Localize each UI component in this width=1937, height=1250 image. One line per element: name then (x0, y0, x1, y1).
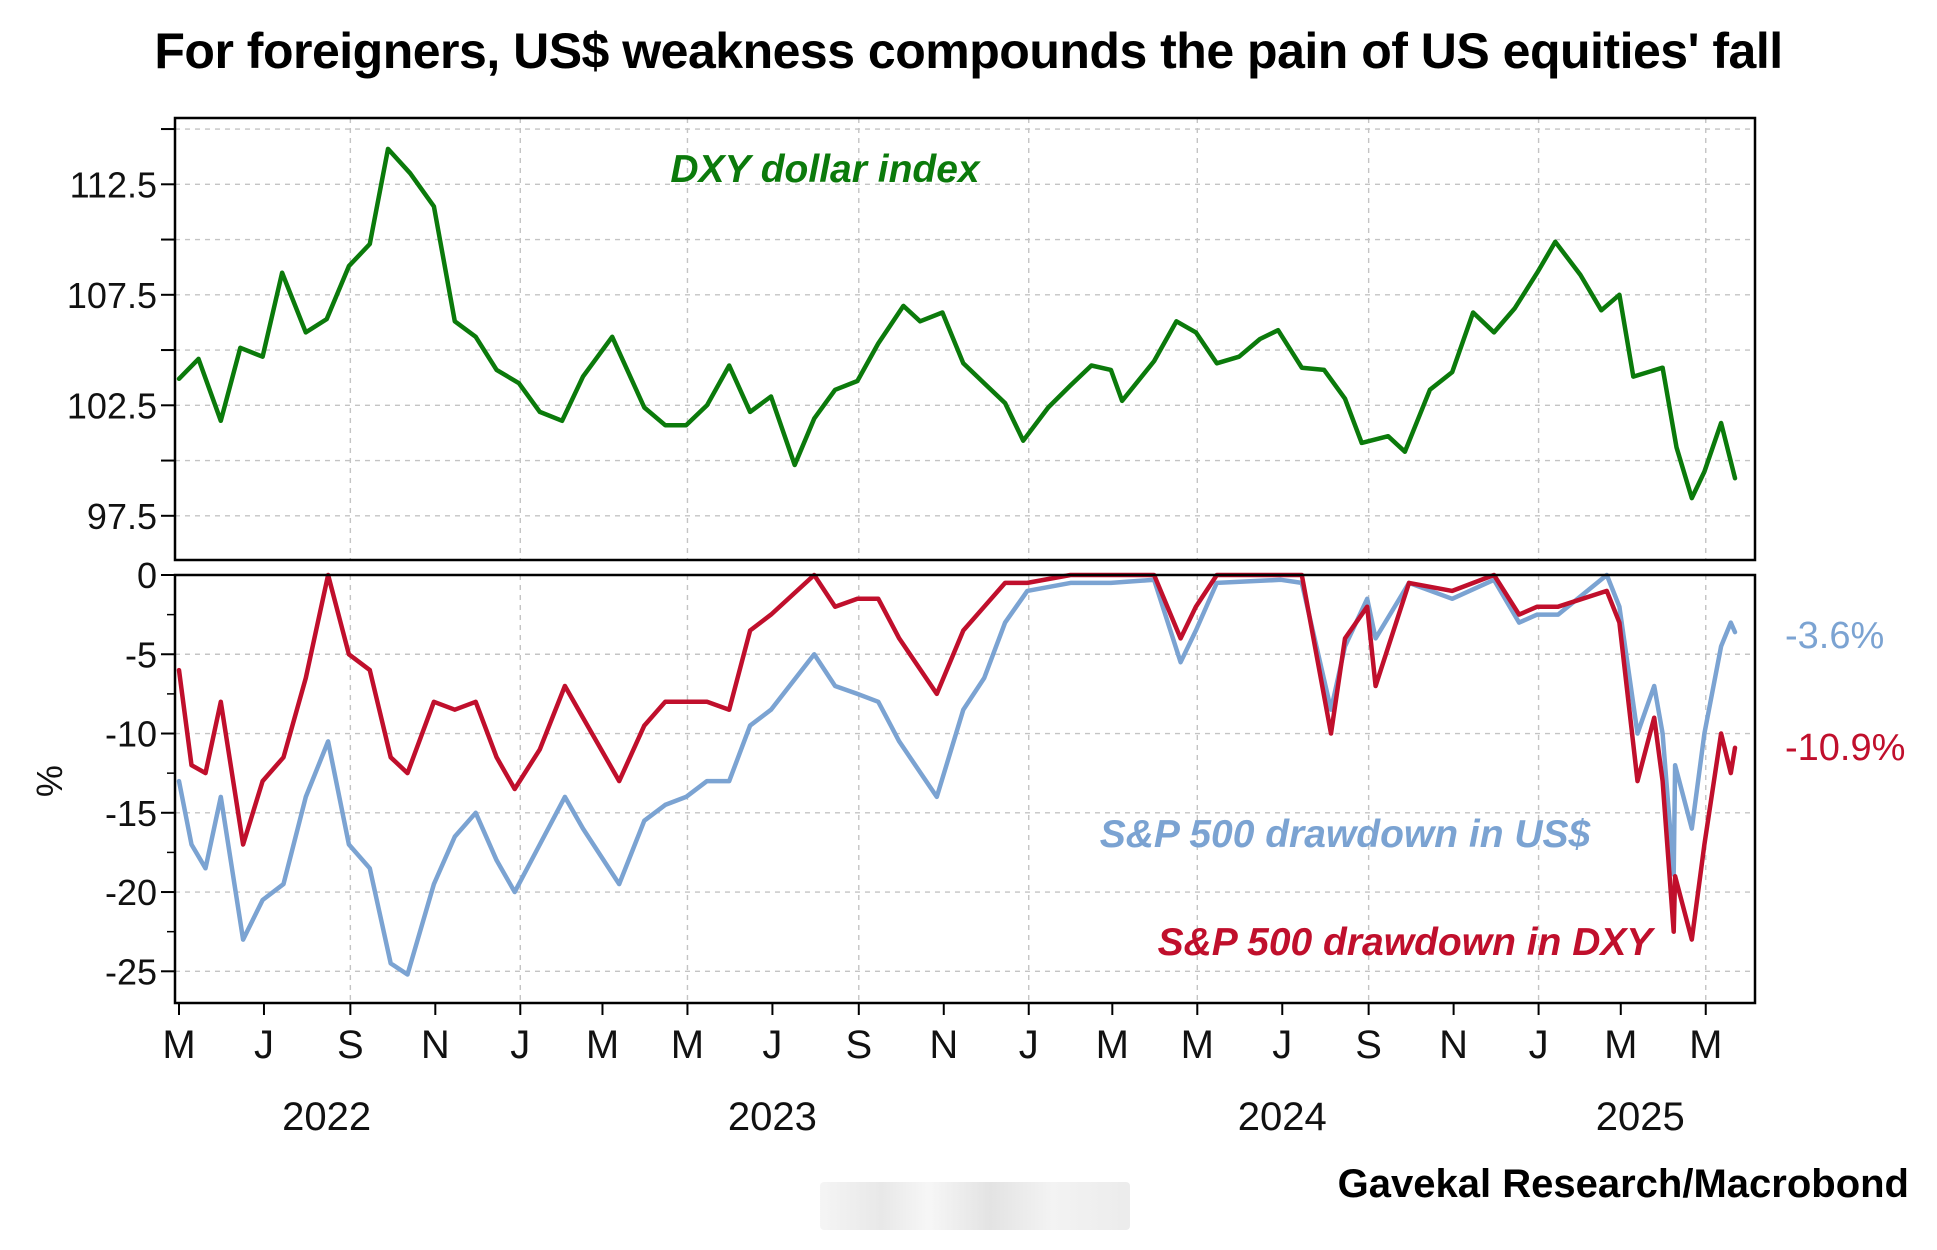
x-month-label: N (421, 1023, 450, 1067)
x-month-label: J (254, 1023, 274, 1067)
bottom-y-axis-label: % (29, 765, 70, 797)
x-month-label: J (1529, 1023, 1549, 1067)
x-month-label: N (929, 1023, 958, 1067)
spx-usd-drawdown-line (176, 572, 1738, 977)
x-year-label: 2025 (1596, 1095, 1685, 1139)
x-month-label: J (510, 1023, 530, 1067)
x-month-label: N (1439, 1023, 1468, 1067)
x-month-label: M (671, 1023, 704, 1067)
bottom-y-tick-label: 0 (137, 555, 157, 596)
x-month-label: J (1272, 1023, 1292, 1067)
top-y-tick-label: 102.5 (67, 385, 157, 426)
annotations: DXY dollar index S&P 500 drawdown in US$ S… (670, 148, 1905, 964)
spx-dxy-series-label: S&P 500 drawdown in DXY (1158, 921, 1656, 964)
x-month-label: J (762, 1023, 782, 1067)
x-month-label: M (162, 1023, 195, 1067)
x-month-label: J (1019, 1023, 1039, 1067)
dxy-series-label: DXY dollar index (670, 148, 981, 191)
spx-usd-series-label: S&P 500 drawdown in US$ (1100, 813, 1592, 856)
x-year-label: 2024 (1238, 1095, 1327, 1139)
gridlines (175, 118, 1755, 1003)
source-note: Gavekal Research/Macrobond (1337, 1162, 1909, 1206)
spx-dxy-end-value: -10.9% (1785, 727, 1905, 769)
bottom-y-tick-label: -20 (105, 872, 157, 913)
top-y-tick-label: 112.5 (70, 164, 157, 205)
x-month-label: M (1689, 1023, 1722, 1067)
spx-dxy-drawdown-line (176, 572, 1738, 942)
bottom-panel-frame (173, 573, 1757, 1005)
x-month-label: S (845, 1023, 872, 1067)
top-y-tick-label: 97.5 (87, 496, 157, 537)
top-panel-frame (173, 116, 1757, 562)
x-year-label: 2023 (728, 1095, 817, 1139)
x-month-label: S (1355, 1023, 1382, 1067)
bottom-y-tick-label: -5 (125, 634, 157, 675)
bottom-y-tick-label: -10 (105, 714, 157, 755)
spx-usd-end-value: -3.6% (1785, 615, 1884, 657)
x-month-label: M (586, 1023, 619, 1067)
bottom-y-tick-label: -25 (105, 951, 157, 992)
x-month-label: M (1096, 1023, 1129, 1067)
x-month-label: S (337, 1023, 364, 1067)
watermark-blur (820, 1182, 1130, 1230)
x-month-label: M (1181, 1023, 1214, 1067)
panel-frames (173, 116, 1757, 1005)
series-lines (176, 146, 1738, 977)
top-y-tick-label: 107.5 (67, 275, 157, 316)
chart-title: For foreigners, US$ weakness compounds t… (154, 23, 1783, 79)
dxy-series-line (176, 146, 1738, 501)
x-month-label: M (1604, 1023, 1637, 1067)
x-year-label: 2022 (282, 1095, 371, 1139)
bottom-y-tick-label: -15 (105, 793, 157, 834)
